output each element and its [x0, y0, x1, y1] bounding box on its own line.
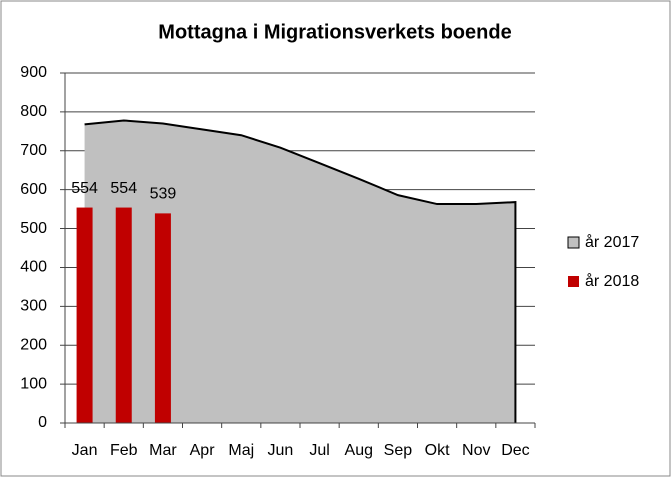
bar [76, 207, 93, 423]
area [84, 120, 516, 423]
x-tick-label: Jul [309, 442, 329, 459]
bar [154, 213, 171, 423]
legend-label: år 2017 [585, 233, 639, 251]
legend-swatch [567, 236, 580, 249]
y-tick-label: 300 [20, 298, 47, 315]
bar [115, 207, 132, 423]
x-tick-label: Maj [228, 442, 254, 459]
data-label: 539 [150, 186, 177, 203]
area-outline [84, 119, 517, 423]
data-label: 554 [110, 180, 137, 197]
y-tick-label: 600 [20, 181, 47, 198]
x-tick-label: Jun [268, 442, 294, 459]
data-label: 554 [71, 180, 98, 197]
y-tick-label: 200 [20, 336, 47, 353]
x-tick-label: Sep [384, 442, 413, 459]
x-tick-label: Okt [425, 442, 450, 459]
x-tick-label: Apr [190, 442, 216, 459]
legend-swatch [568, 276, 579, 287]
y-tick-label: 400 [20, 259, 47, 276]
y-tick-label: 500 [20, 220, 47, 237]
chart-title: Mottagna i Migrationsverkets boende [158, 21, 511, 43]
x-tick-label: Feb [110, 442, 138, 459]
y-tick-label: 100 [20, 375, 47, 392]
y-tick-label: 900 [20, 64, 47, 81]
x-tick-label: Jan [72, 442, 98, 459]
x-tick-label: Nov [462, 442, 490, 459]
x-tick-label: Mar [149, 442, 177, 459]
y-tick-label: 700 [20, 142, 47, 159]
legend-label: år 2018 [585, 272, 639, 290]
x-tick-label: Aug [345, 442, 373, 459]
y-tick-label: 800 [20, 103, 47, 120]
x-tick-label: Dec [501, 442, 529, 459]
y-tick-label: 0 [38, 414, 47, 431]
